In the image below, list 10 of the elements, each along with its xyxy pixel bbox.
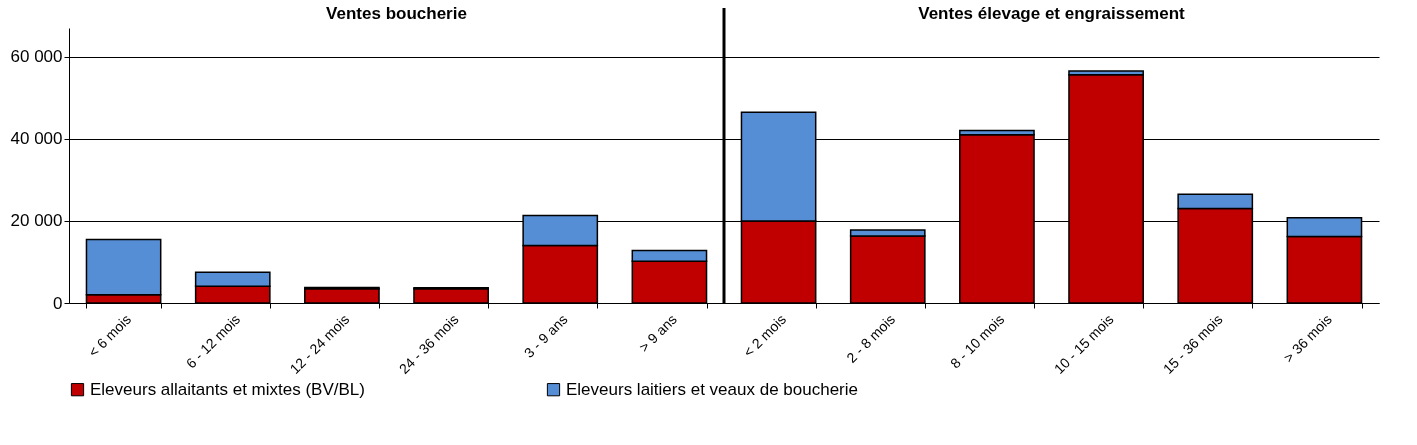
- y-tick-label: 40 000: [10, 129, 63, 149]
- text: Ventes élevage et engraissement: [918, 4, 1186, 23]
- legend-label: Eleveurs laitiers et veaux de boucherie: [566, 379, 858, 399]
- x-tick-label: > 9 ans: [635, 311, 680, 356]
- y-tick-label: 20 000: [10, 211, 63, 231]
- text: Ventes boucherie: [326, 4, 467, 23]
- legend-label: Eleveurs allaitants et mixtes (BV/BL): [90, 379, 365, 399]
- y-tick-label: 60 000: [10, 47, 63, 67]
- x-tick-label: 3 - 9 ans: [520, 311, 571, 361]
- y-tick-label: 0: [53, 293, 63, 313]
